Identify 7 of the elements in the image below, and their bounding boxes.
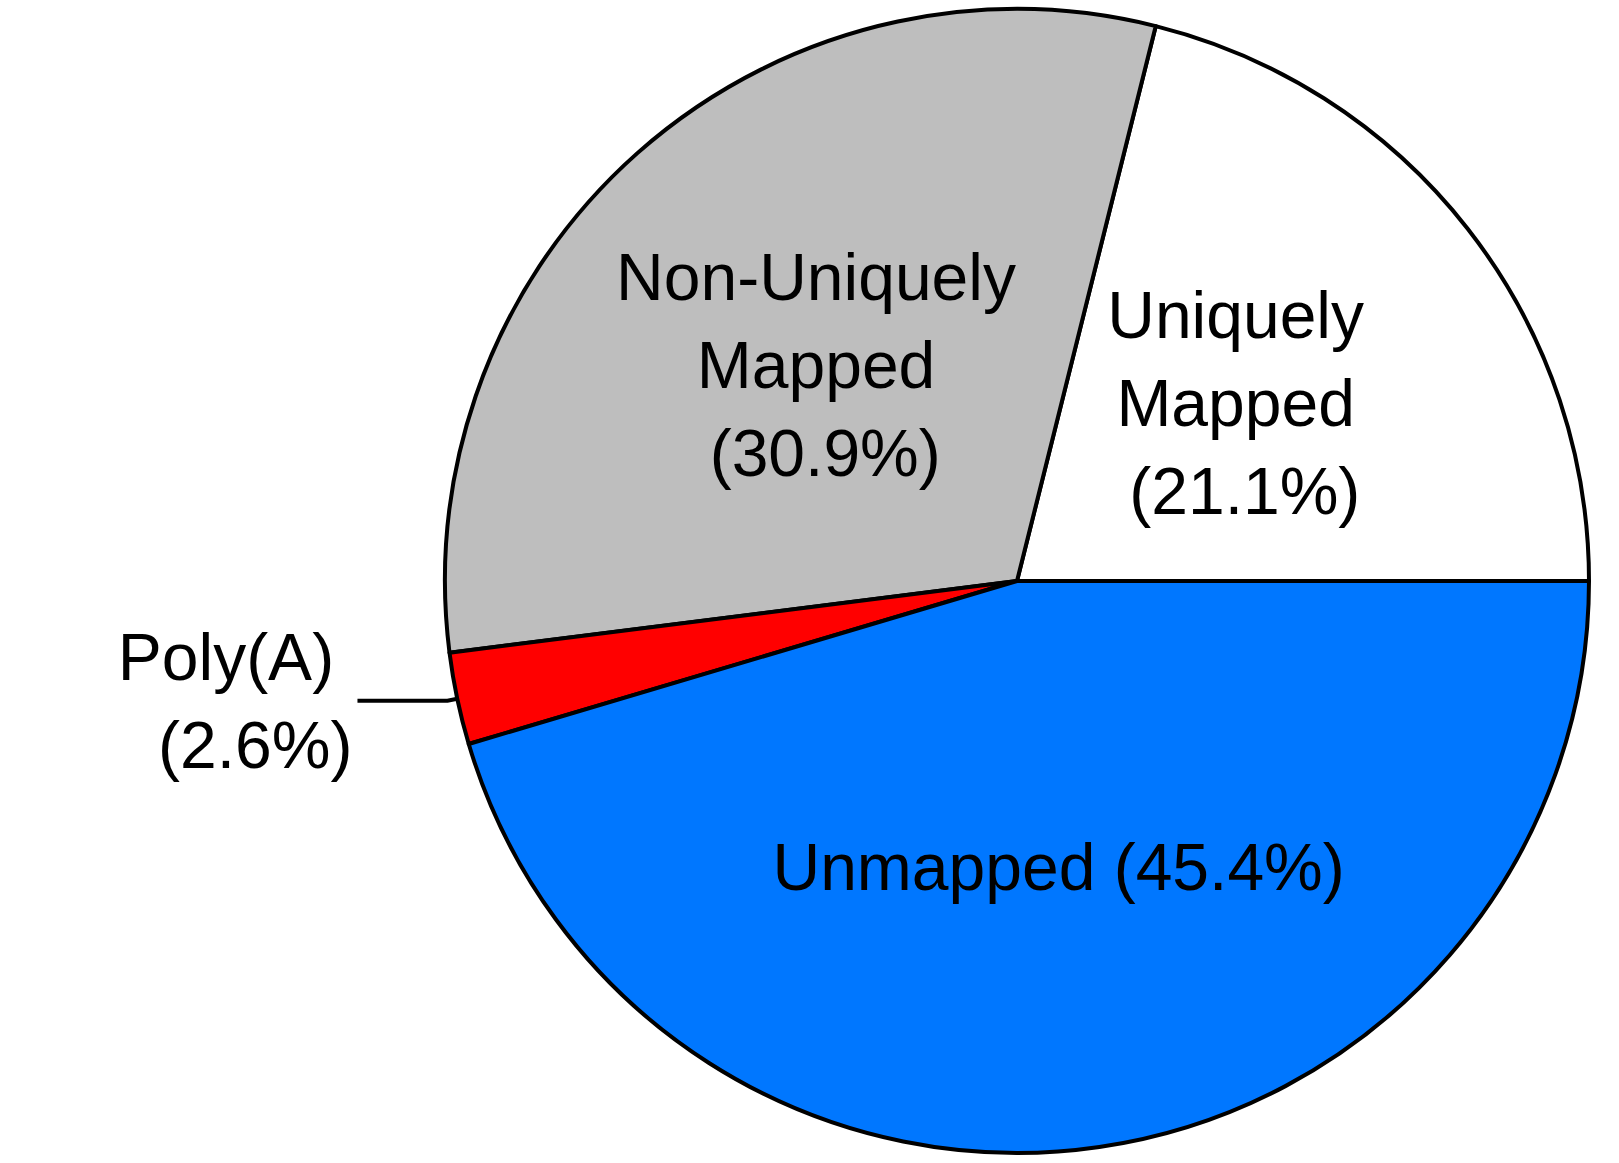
slice-label: Unmapped (45.4%) — [772, 829, 1345, 904]
slice-label: Poly(A) — [117, 619, 353, 694]
data-label: (2.6%) — [158, 707, 353, 782]
data-label: (30.9%) — [709, 415, 941, 490]
slice-label: Non-Uniquely Mapped — [616, 239, 1035, 402]
data-label: (21.1%) — [1129, 454, 1361, 529]
slice-label: Uniquely Mapped — [1107, 278, 1383, 441]
